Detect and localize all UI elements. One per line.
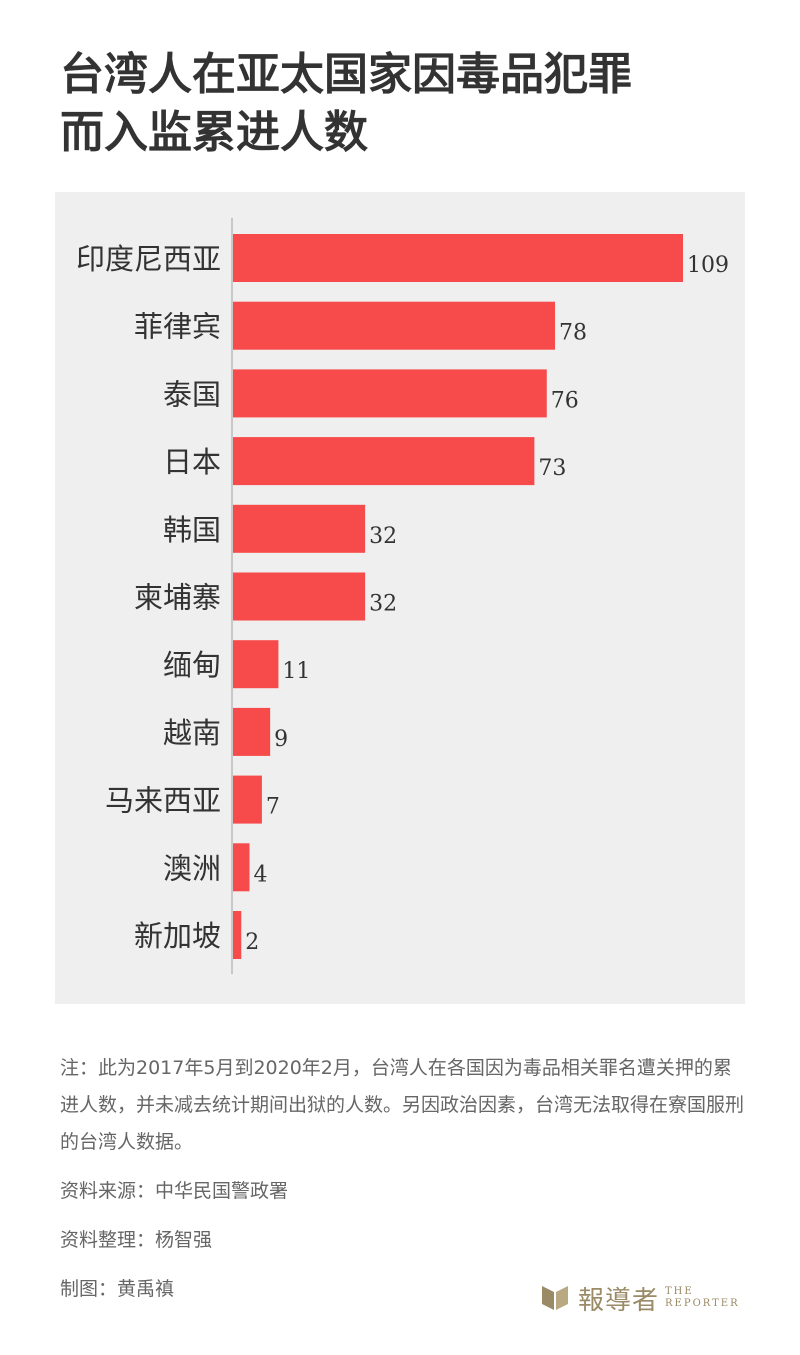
bar-1 [233, 301, 556, 350]
reporter-flag-icon [542, 1286, 568, 1310]
category-label: 日本 [163, 445, 221, 479]
bar-9 [233, 843, 250, 892]
bar-8 [233, 775, 262, 824]
logo-english-line-2: REPORTER [665, 1298, 740, 1309]
bar-6 [233, 640, 279, 689]
value-label: 4 [254, 862, 268, 887]
category-label: 泰国 [163, 377, 221, 411]
value-label: 11 [282, 659, 310, 684]
graphic-credit: 制图：黄禹禛 [60, 1278, 175, 1300]
bar-5 [233, 572, 366, 621]
logo-english-text: THE REPORTER [665, 1286, 740, 1310]
footnotes: 注：此为2017年5月到2020年2月，台湾人在各国因为毒品相关罪名遭关押的累进… [60, 1050, 750, 1308]
value-label: 73 [538, 456, 566, 481]
bar-10 [233, 911, 242, 959]
value-label: 78 [559, 321, 587, 346]
chart-panel: 印度尼西亚 109 菲律宾 78 泰国 76 日本 73 韩国 32 柬埔寨 32 缅甸 11 越南 9 马来西… [55, 192, 745, 1004]
category-label: 菲律宾 [134, 310, 221, 344]
bar-0 [233, 234, 683, 282]
category-label: 印度尼西亚 [76, 242, 221, 276]
category-label: 缅甸 [163, 648, 221, 682]
bar-3 [233, 437, 535, 486]
category-label: 韩国 [163, 513, 221, 547]
value-label: 7 [266, 795, 280, 820]
methodology-note: 注：此为2017年5月到2020年2月，台湾人在各国因为毒品相关罪名遭关押的累进… [60, 1057, 745, 1153]
category-label: 越南 [163, 716, 221, 750]
the-reporter-logo: 報導者 THE REPORTER [540, 1280, 750, 1316]
chart-title-line-1: 台湾人在亚太国家因毒品犯罪 [60, 49, 632, 100]
category-label: 柬埔寨 [134, 581, 221, 615]
chart-title-line-2: 而入监累进人数 [60, 107, 368, 158]
data-source: 资料来源：中华民国警政署 [60, 1180, 289, 1202]
bar-4 [233, 504, 366, 553]
bar-2 [233, 369, 547, 418]
value-label: 2 [245, 930, 259, 955]
value-label: 32 [369, 592, 397, 617]
value-label: 32 [369, 524, 397, 549]
category-label: 马来西亚 [105, 784, 221, 818]
logo-chinese-text: 報導者 [578, 1285, 660, 1316]
value-label: 9 [274, 727, 288, 752]
value-label: 76 [551, 388, 579, 413]
value-label: 109 [687, 253, 729, 278]
chart-title: 台湾人在亚太国家因毒品犯罪 而入监累进人数 [60, 46, 760, 162]
category-label: 澳洲 [163, 851, 221, 885]
data-compiled-by: 资料整理：杨智强 [60, 1229, 213, 1251]
bar-chart: 印度尼西亚 109 菲律宾 78 泰国 76 日本 73 韩国 32 柬埔寨 32 缅甸 11 越南 9 马来西… [76, 218, 729, 974]
logo-english-line-1: THE [665, 1286, 694, 1297]
category-label: 新加坡 [134, 919, 221, 953]
bar-7 [233, 707, 271, 756]
